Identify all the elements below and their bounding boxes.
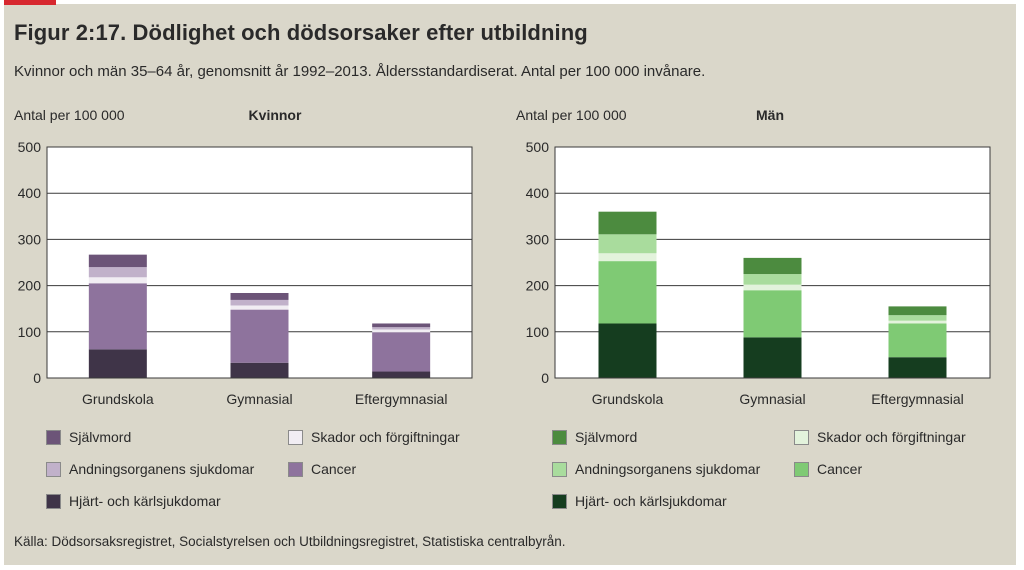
category-label: Eftergymnasial — [355, 391, 448, 407]
legend-item: Självmord — [552, 429, 637, 445]
legend-item: Skador och förgiftningar — [288, 429, 460, 445]
legend-item: Cancer — [288, 461, 356, 477]
bar-segment — [743, 337, 802, 378]
legend-item: Skador och förgiftningar — [794, 429, 966, 445]
category-label: Grundskola — [82, 391, 154, 407]
legend-label: Självmord — [69, 429, 132, 445]
bar-segment — [88, 254, 147, 268]
y-axis-label: Antal per 100 000 — [14, 107, 125, 123]
bar-segment — [88, 349, 147, 378]
plot-border — [554, 146, 991, 379]
legend-swatch — [552, 429, 567, 445]
bar-segment — [230, 299, 289, 306]
bar-segment — [743, 257, 802, 275]
legend-label: Självmord — [575, 429, 638, 445]
legend-label: Andningsorganens sjukdomar — [575, 461, 761, 477]
bar-segment — [598, 253, 657, 262]
legend-swatch — [552, 493, 567, 509]
y-tick-label: 300 — [18, 231, 42, 247]
legend-swatch — [46, 493, 61, 509]
figure-title: Figur 2:17. Dödlighet och dödsorsaker ef… — [14, 20, 588, 45]
bar-segment — [230, 292, 289, 300]
bar-segment — [230, 305, 289, 310]
y-tick-label: 500 — [18, 139, 42, 155]
bar-segment — [88, 283, 147, 350]
category-label: Gymnasial — [226, 391, 292, 407]
bar-segment — [598, 323, 657, 378]
bar-segment — [598, 261, 657, 324]
bar-segment — [372, 371, 431, 378]
category-label: Eftergymnasial — [871, 391, 964, 407]
bar-segment — [743, 274, 802, 285]
bar-segment — [372, 323, 431, 328]
y-tick-label: 100 — [18, 324, 42, 340]
chart-2: 0 100 200 300 400 500 Antal per 100 000 Män Grun… — [516, 107, 991, 407]
bar-segment — [88, 267, 147, 278]
bar-segment — [598, 211, 657, 235]
bar-segment — [88, 277, 147, 284]
bar-segment — [372, 327, 431, 330]
legend-label: Hjärt- och kärlsjukdomar — [69, 493, 221, 509]
legend-label: Skador och förgiftningar — [817, 429, 966, 445]
y-tick-label: 400 — [18, 185, 42, 201]
bar-segment — [230, 309, 289, 363]
legend-item: Hjärt- och kärlsjukdomar — [552, 493, 727, 509]
bar-segment — [888, 323, 947, 358]
y-axis-label: Antal per 100 000 — [516, 107, 627, 123]
legend-label: Hjärt- och kärlsjukdomar — [575, 493, 727, 509]
panel-title: Män — [756, 107, 784, 123]
legend-item: Hjärt- och kärlsjukdomar — [46, 493, 221, 509]
bar-segment — [888, 357, 947, 378]
y-tick-label: 300 — [526, 231, 550, 247]
bar-segment — [888, 315, 947, 321]
bar-segment — [230, 362, 289, 378]
legend-swatch — [794, 429, 809, 445]
legend-swatch — [46, 429, 61, 445]
y-tick-label: 0 — [33, 370, 41, 386]
y-tick-label: 200 — [18, 278, 42, 294]
legend-swatch — [794, 461, 809, 477]
panel-title: Kvinnor — [249, 107, 302, 123]
figure-source: Källa: Dödsorsaksregistret, Socialstyrel… — [14, 534, 566, 549]
header-accent-bar — [4, 0, 56, 5]
y-tick-label: 500 — [526, 139, 550, 155]
legend-item: Cancer — [794, 461, 862, 477]
bar-segment — [743, 284, 802, 291]
legend-item: Självmord — [46, 429, 131, 445]
y-tick-label: 200 — [526, 278, 550, 294]
legend-label: Andningsorganens sjukdomar — [69, 461, 255, 477]
figure-subtitle: Kvinnor och män 35–64 år, genomsnitt år … — [14, 63, 706, 80]
chart-1: 0 100 200 300 400 500 Antal per 100 000 Kvinnor… — [14, 107, 473, 407]
bar-segment — [372, 329, 431, 333]
legend-swatch — [288, 429, 303, 445]
bar-segment — [888, 320, 947, 324]
legend-label: Cancer — [817, 461, 863, 477]
legend-label: Cancer — [311, 461, 357, 477]
category-label: Grundskola — [592, 391, 664, 407]
legend-label: Skador och förgiftningar — [311, 429, 460, 445]
plot-border — [46, 146, 473, 379]
legend-item: Andningsorganens sjukdomar — [552, 461, 760, 477]
y-tick-label: 0 — [541, 370, 549, 386]
y-tick-label: 100 — [526, 324, 550, 340]
legend-swatch — [46, 461, 61, 477]
y-tick-label: 400 — [526, 185, 550, 201]
category-label: Gymnasial — [739, 391, 805, 407]
legend-swatch — [288, 461, 303, 477]
legend-swatch — [552, 461, 567, 477]
bar-segment — [743, 290, 802, 338]
bar-segment — [372, 332, 431, 372]
bar-segment — [888, 306, 947, 316]
legend-item: Andningsorganens sjukdomar — [46, 461, 254, 477]
bar-segment — [598, 234, 657, 254]
